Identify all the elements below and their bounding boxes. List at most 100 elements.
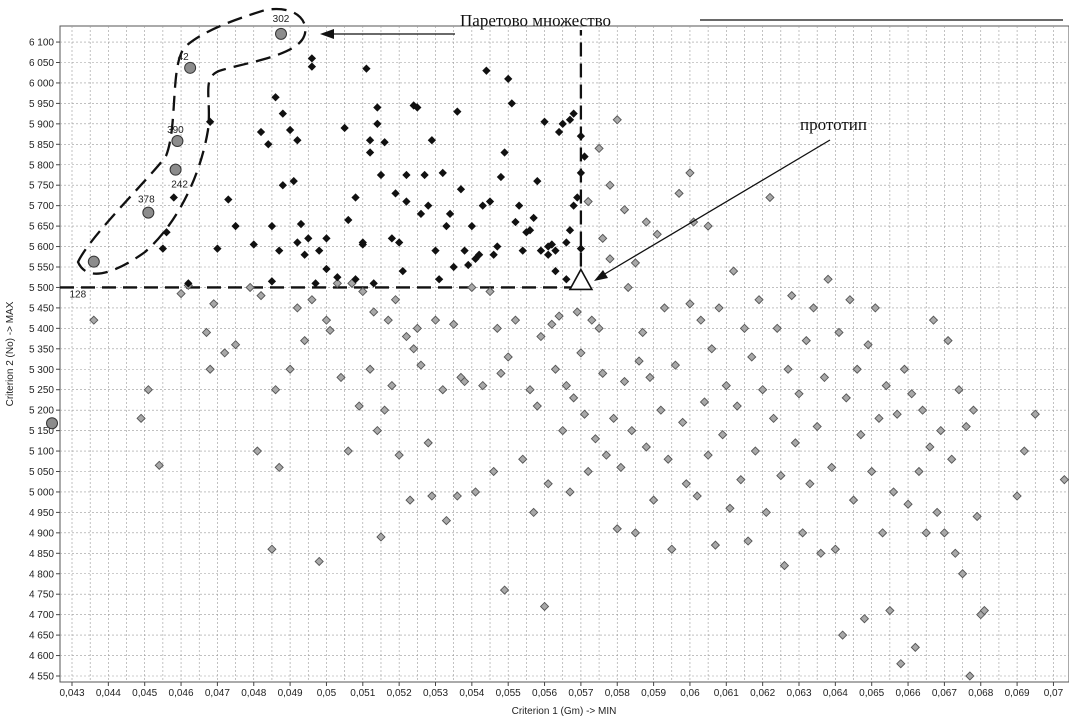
dominated-point (841, 393, 851, 403)
y-tick-label: 6 000 (29, 78, 54, 89)
dominated-point (645, 372, 655, 383)
y-tick-label: 5 250 (29, 385, 54, 396)
x-tick-label: 0,062 (750, 688, 775, 699)
y-tick-label: 4 900 (29, 528, 54, 539)
y-tick-label: 5 450 (29, 303, 54, 314)
dominated-point (136, 413, 146, 423)
candidate-point (278, 181, 287, 190)
dominated-point (467, 282, 477, 293)
y-tick-label: 5 350 (29, 344, 54, 355)
dominated-point (794, 389, 804, 399)
dominated-point (965, 671, 975, 681)
y-tick-label: 5 150 (29, 426, 54, 437)
x-tick-label: 0,067 (932, 688, 957, 699)
x-tick-label: 0,044 (96, 688, 121, 699)
x-tick-label: 0,065 (859, 688, 884, 699)
dominated-point (143, 385, 153, 395)
dominated-point (594, 143, 604, 154)
candidate-point (420, 170, 429, 180)
dominated-point (656, 405, 666, 415)
candidate-point (449, 262, 458, 272)
pareto-point (46, 417, 59, 430)
dominated-point (812, 421, 822, 432)
dominated-point (714, 303, 724, 313)
dominated-point (608, 413, 619, 423)
dominated-point (852, 364, 862, 374)
pareto-point-label: 390 (167, 125, 184, 136)
x-tick-label: 0,049 (278, 688, 303, 699)
dominated-point (638, 327, 648, 338)
candidate-point (285, 125, 295, 135)
candidate-point (289, 176, 298, 186)
dominated-point (423, 438, 433, 448)
candidate-point (467, 221, 476, 231)
dominated-point (176, 288, 186, 299)
dominated-point (914, 466, 924, 477)
dominated-point (583, 466, 593, 477)
dominated-point (718, 430, 728, 440)
dominated-point (245, 282, 255, 293)
candidate-point (464, 260, 473, 270)
dominated-point (343, 446, 353, 456)
dominated-point (961, 421, 971, 432)
candidate-point (456, 185, 466, 194)
x-tick-label: 0,063 (786, 688, 811, 699)
dominated-point (630, 528, 641, 538)
dominated-point (525, 385, 535, 395)
pareto-optimal-points: 302 42 390 242 378 128 (46, 14, 290, 430)
prototype-marker (568, 267, 594, 291)
pareto-arrowhead (320, 29, 334, 39)
candidate-point (365, 136, 375, 145)
candidate-point (565, 115, 575, 124)
candidate-point (307, 54, 317, 63)
candidate-point (562, 275, 571, 284)
dominated-point (532, 401, 542, 411)
candidate-point (438, 168, 447, 178)
candidate-point (344, 215, 353, 225)
dominated-point (405, 495, 415, 505)
candidate-point (402, 197, 411, 206)
dominated-point (205, 364, 215, 374)
candidate-point (158, 244, 168, 253)
dominated-point (300, 335, 310, 346)
dominated-point (267, 544, 277, 554)
dominated-point (899, 364, 910, 374)
candidate-point (471, 254, 480, 263)
y-axis-title: Criterion 2 (No) -> MAX (5, 301, 16, 406)
dominated-point (583, 196, 593, 207)
dominated-point (692, 491, 702, 501)
dominated-point (623, 282, 633, 293)
dominated-point (536, 331, 546, 342)
dominated-point (547, 319, 557, 329)
candidate-point (536, 246, 546, 255)
pareto-point (87, 255, 100, 268)
dominated-point (819, 372, 830, 383)
candidate-point (293, 238, 302, 247)
dominated-point (561, 380, 571, 391)
dominated-point (947, 454, 957, 464)
candidate-point (395, 238, 404, 247)
candidate-point (376, 170, 386, 180)
dominated-point (256, 290, 266, 301)
candidate-point (307, 62, 317, 71)
pareto-set-outline (76, 7, 307, 275)
dominated-point (489, 466, 499, 477)
candidate-point (373, 103, 382, 112)
candidate-point (485, 197, 495, 206)
dominated-point (503, 352, 513, 362)
y-tick-label: 4 650 (29, 631, 54, 642)
candidate-point (351, 193, 360, 202)
y-tick-label: 4 550 (29, 672, 54, 683)
dominated-point (787, 290, 797, 301)
x-tick-label: 0,06 (680, 688, 700, 699)
prototype-arrow (597, 139, 831, 279)
dominated-point (703, 450, 713, 460)
x-tick-label: 0,061 (714, 688, 739, 699)
dominated-point (587, 315, 597, 325)
y-tick-label: 5 300 (29, 365, 54, 376)
dominated-point (292, 303, 303, 313)
dominated-point (365, 364, 375, 374)
dominated-point (401, 331, 412, 342)
candidate-point (504, 74, 513, 83)
dominated-point (601, 450, 611, 460)
